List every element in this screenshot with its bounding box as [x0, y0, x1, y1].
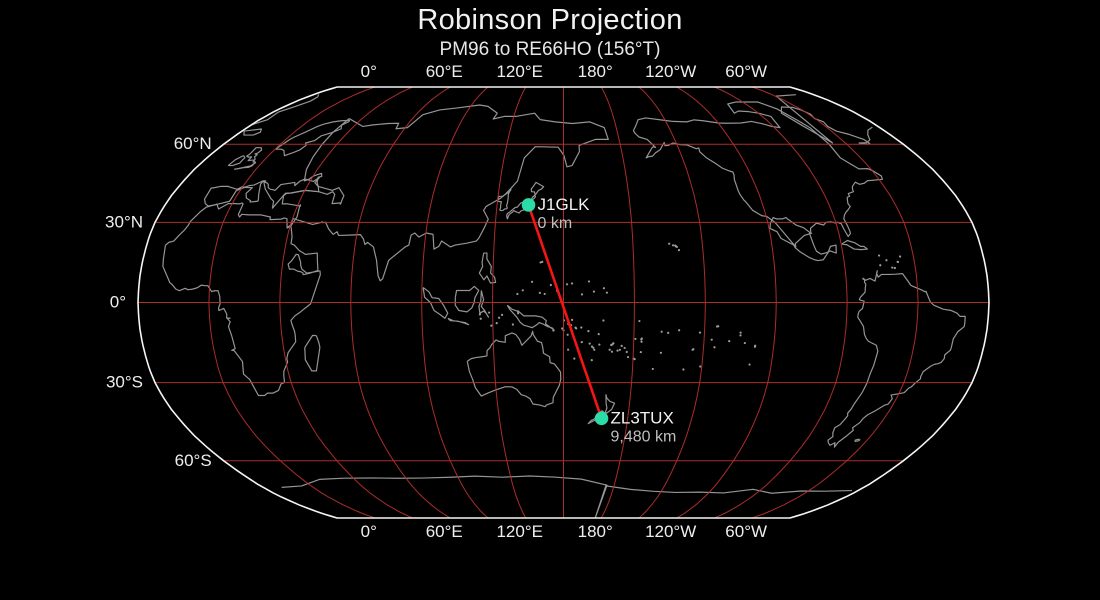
- svg-text:0°: 0°: [110, 293, 126, 312]
- svg-text:0°: 0°: [361, 62, 377, 81]
- svg-text:120°E: 120°E: [496, 522, 543, 541]
- svg-text:180°: 180°: [578, 522, 613, 541]
- svg-text:60°E: 60°E: [426, 522, 463, 541]
- svg-text:60°W: 60°W: [725, 62, 767, 81]
- svg-text:120°W: 120°W: [645, 522, 696, 541]
- svg-text:60°E: 60°E: [426, 62, 463, 81]
- svg-text:30°S: 30°S: [106, 373, 143, 392]
- svg-text:0 km: 0 km: [538, 215, 573, 232]
- svg-text:30°N: 30°N: [105, 212, 143, 231]
- svg-text:120°W: 120°W: [645, 62, 696, 81]
- svg-text:180°: 180°: [578, 62, 613, 81]
- svg-text:0°: 0°: [361, 522, 377, 541]
- svg-text:J1GLK: J1GLK: [538, 195, 591, 214]
- svg-text:120°E: 120°E: [496, 62, 543, 81]
- svg-text:9,480 km: 9,480 km: [611, 428, 677, 445]
- svg-text:ZL3TUX: ZL3TUX: [611, 408, 674, 427]
- svg-text:60°W: 60°W: [725, 522, 767, 541]
- svg-text:60°N: 60°N: [174, 134, 212, 153]
- svg-text:60°S: 60°S: [175, 451, 212, 470]
